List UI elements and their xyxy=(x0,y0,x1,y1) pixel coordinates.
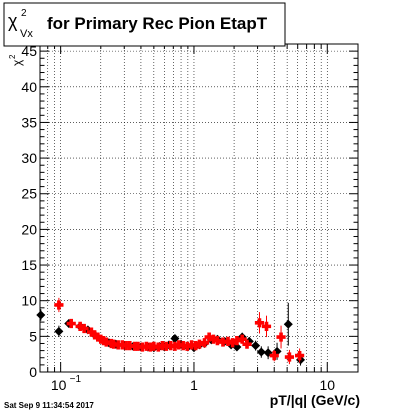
data-point xyxy=(54,326,64,336)
x-tick-label: 10 xyxy=(51,377,67,393)
data-point xyxy=(283,319,293,329)
data-point xyxy=(204,332,214,342)
data-point xyxy=(218,337,228,347)
data-point xyxy=(66,318,76,329)
title-box: χ 2 Vx for Primary Rec Pion EtapT xyxy=(3,2,286,47)
data-point xyxy=(269,351,279,361)
y-tick-label: 40 xyxy=(21,79,37,95)
y-tick-label: 20 xyxy=(21,221,37,237)
chart-series xyxy=(36,297,306,366)
data-point xyxy=(223,336,233,346)
data-point xyxy=(228,338,238,348)
data-point xyxy=(101,337,111,347)
y-axis-label-chi: χ xyxy=(10,59,24,66)
title-chi-sup: 2 xyxy=(21,8,27,19)
data-point xyxy=(75,321,85,331)
y-tick-label: 5 xyxy=(29,328,37,344)
x-tick-label: 10 xyxy=(319,377,335,393)
data-point xyxy=(242,339,252,349)
y-tick-label: 30 xyxy=(21,150,37,166)
x-axis-label: pT/|q| (GeV/c) xyxy=(270,392,360,408)
x-tick-label: 1 xyxy=(190,377,198,393)
data-point xyxy=(254,318,265,328)
data-point xyxy=(93,332,103,342)
data-point xyxy=(237,334,247,344)
title-box-frame xyxy=(3,2,286,47)
data-point xyxy=(276,332,286,342)
series-red-crosses xyxy=(54,297,305,365)
x-tick-label-exponent: −1 xyxy=(70,374,82,385)
data-point xyxy=(90,330,100,340)
title-chi: χ xyxy=(8,11,18,31)
data-point xyxy=(256,347,266,357)
data-point xyxy=(54,300,64,310)
y-axis-label-sup: 2 xyxy=(8,54,17,59)
title-text: for Primary Rec Pion EtapT xyxy=(47,14,268,33)
y-tick-label: 35 xyxy=(21,114,37,130)
data-point xyxy=(79,323,89,334)
y-axis-label: χ 2 xyxy=(8,54,24,66)
data-point xyxy=(295,351,305,361)
title-chi-sub: Vx xyxy=(20,28,33,40)
y-tick-label: 45 xyxy=(21,43,37,59)
footer-timestamp: Sat Sep 9 11:34:54 2017 xyxy=(4,401,94,410)
data-point xyxy=(232,336,242,346)
y-tick-label: 10 xyxy=(21,293,37,309)
y-tick-label: 15 xyxy=(21,257,37,273)
data-point xyxy=(232,342,242,352)
data-point xyxy=(251,341,261,351)
data-point xyxy=(199,338,210,348)
chart-grid xyxy=(39,44,358,372)
y-tick-label: 0 xyxy=(29,364,37,380)
data-point xyxy=(261,321,272,331)
data-point xyxy=(284,352,295,362)
y-tick-label: 25 xyxy=(21,186,37,202)
data-point xyxy=(86,327,96,337)
data-point xyxy=(125,341,135,351)
data-point xyxy=(212,336,223,346)
data-point xyxy=(194,339,205,349)
